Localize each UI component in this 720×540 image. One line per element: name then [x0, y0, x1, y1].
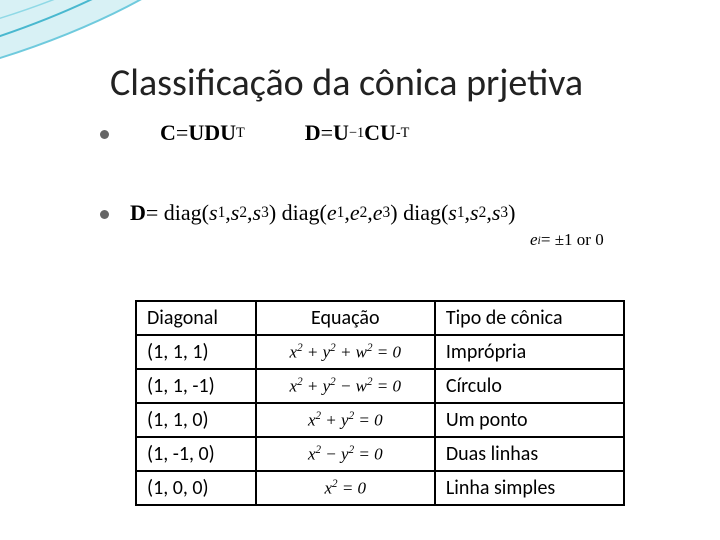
cell-type: Linha simples: [435, 471, 624, 505]
equation-c-udu: C = UDUT: [160, 120, 245, 146]
cell-equation: x2 = 0: [256, 471, 435, 505]
table-row: (1, 0, 0)x2 = 0Linha simples: [136, 471, 624, 505]
col-tipo: Tipo de cônica: [435, 301, 624, 335]
table-row: (1, 1, -1)x2 + y2 − w2 = 0Círculo: [136, 369, 624, 403]
cell-diagonal: (1, 0, 0): [136, 471, 256, 505]
cell-equation: x2 + y2 − w2 = 0: [256, 369, 435, 403]
cell-type: Imprópria: [435, 335, 624, 369]
table-row: (1, 1, 0)x2 + y2 = 0Um ponto: [136, 403, 624, 437]
equation-d-ucu: D = U−1CU-T: [305, 120, 410, 146]
equation-top-row: C = UDUT D = U−1CU-T: [160, 120, 409, 146]
cell-diagonal: (1, 1, -1): [136, 369, 256, 403]
table-row: (1, 1, 1)x2 + y2 + w2 = 0Imprópria: [136, 335, 624, 369]
equation-diag: D = diag(s1, s2, s3) diag(e1, e2, e3) di…: [130, 200, 515, 226]
conic-table: Diagonal Equação Tipo de cônica (1, 1, 1…: [135, 300, 625, 506]
cell-diagonal: (1, -1, 0): [136, 437, 256, 471]
col-equacao: Equação: [256, 301, 435, 335]
cell-type: Um ponto: [435, 403, 624, 437]
equation-ei-note: ei = ±1 or 0: [530, 230, 604, 250]
cell-type: Duas linhas: [435, 437, 624, 471]
cell-equation: x2 + y2 = 0: [256, 403, 435, 437]
col-diagonal: Diagonal: [136, 301, 256, 335]
cell-equation: x2 − y2 = 0: [256, 437, 435, 471]
bullet-icon: [100, 130, 109, 139]
cell-equation: x2 + y2 + w2 = 0: [256, 335, 435, 369]
cell-type: Círculo: [435, 369, 624, 403]
cell-diagonal: (1, 1, 1): [136, 335, 256, 369]
cell-diagonal: (1, 1, 0): [136, 403, 256, 437]
table-header-row: Diagonal Equação Tipo de cônica: [136, 301, 624, 335]
bullet-icon: [100, 210, 109, 219]
table-row: (1, -1, 0)x2 − y2 = 0Duas linhas: [136, 437, 624, 471]
slide-title: Classificação da cônica prjetiva: [110, 60, 583, 106]
